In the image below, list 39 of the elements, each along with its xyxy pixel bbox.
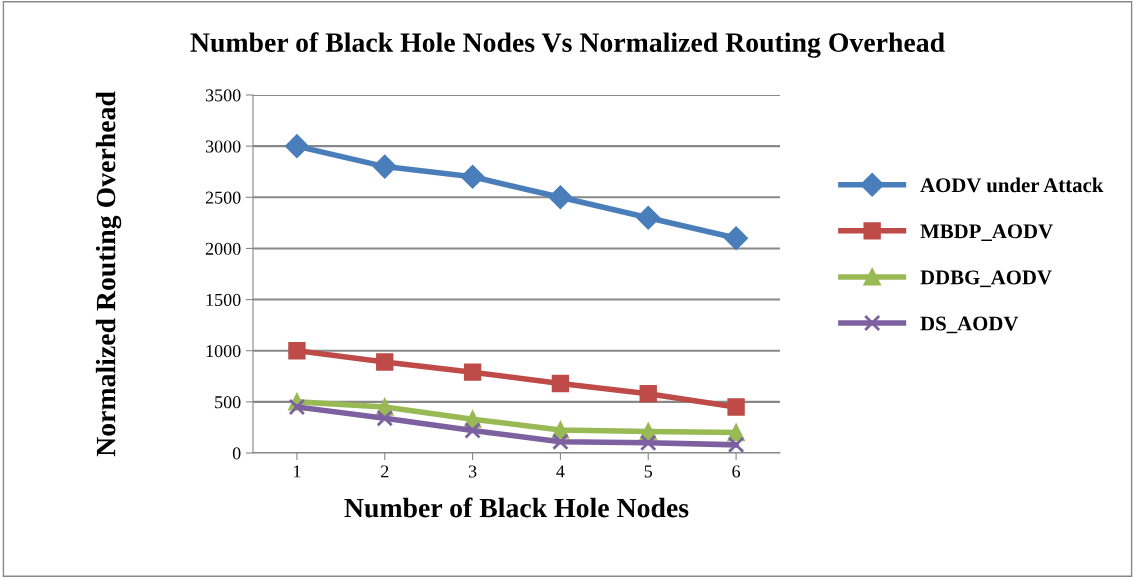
point [727, 398, 745, 416]
point [548, 185, 573, 210]
point [288, 398, 306, 416]
point [464, 422, 481, 439]
point [372, 154, 397, 179]
y-tick-label: 500 [215, 396, 241, 409]
legend-label: MBDP_AODV [920, 224, 1053, 242]
y-tick-label: 1000 [206, 344, 241, 358]
point [727, 436, 745, 453]
y-tick-label: 2500 [205, 191, 241, 204]
point [463, 363, 482, 381]
chart-title: Number of Black Hole Nodes Vs Normalized Routing Overhead [190, 32, 945, 58]
x-axis-title: Number of Black Hole Nodes [344, 497, 689, 518]
point [460, 164, 485, 189]
y-tick-label: 3000 [205, 140, 241, 153]
point [551, 374, 570, 393]
y-tick-label: 0 [232, 447, 241, 460]
y-tick-label: 1500 [206, 293, 241, 307]
x-tick-label: 4 [556, 465, 565, 478]
point [376, 409, 394, 427]
point [552, 433, 569, 451]
point [285, 134, 309, 158]
point [639, 434, 657, 452]
x-tick-label: 3 [468, 465, 477, 478]
point [288, 342, 306, 360]
legend-label: DDBG_AODV [920, 270, 1052, 288]
x-tick-label: 2 [381, 465, 389, 478]
y-tick-label: 3500 [205, 89, 241, 102]
x-tick-label: 6 [732, 465, 741, 478]
y-tick-label: 2000 [205, 242, 241, 255]
point [724, 226, 748, 251]
legend-label: DS_AODV [920, 316, 1019, 334]
x-tick-label: 1 [293, 465, 301, 478]
y-axis-title: Normalized Routing Overhead [95, 91, 122, 457]
x-tick-label: 5 [644, 465, 653, 478]
point [376, 353, 394, 371]
point [636, 205, 661, 230]
legend-label: AODV under Attack [920, 177, 1104, 193]
point [639, 384, 657, 403]
